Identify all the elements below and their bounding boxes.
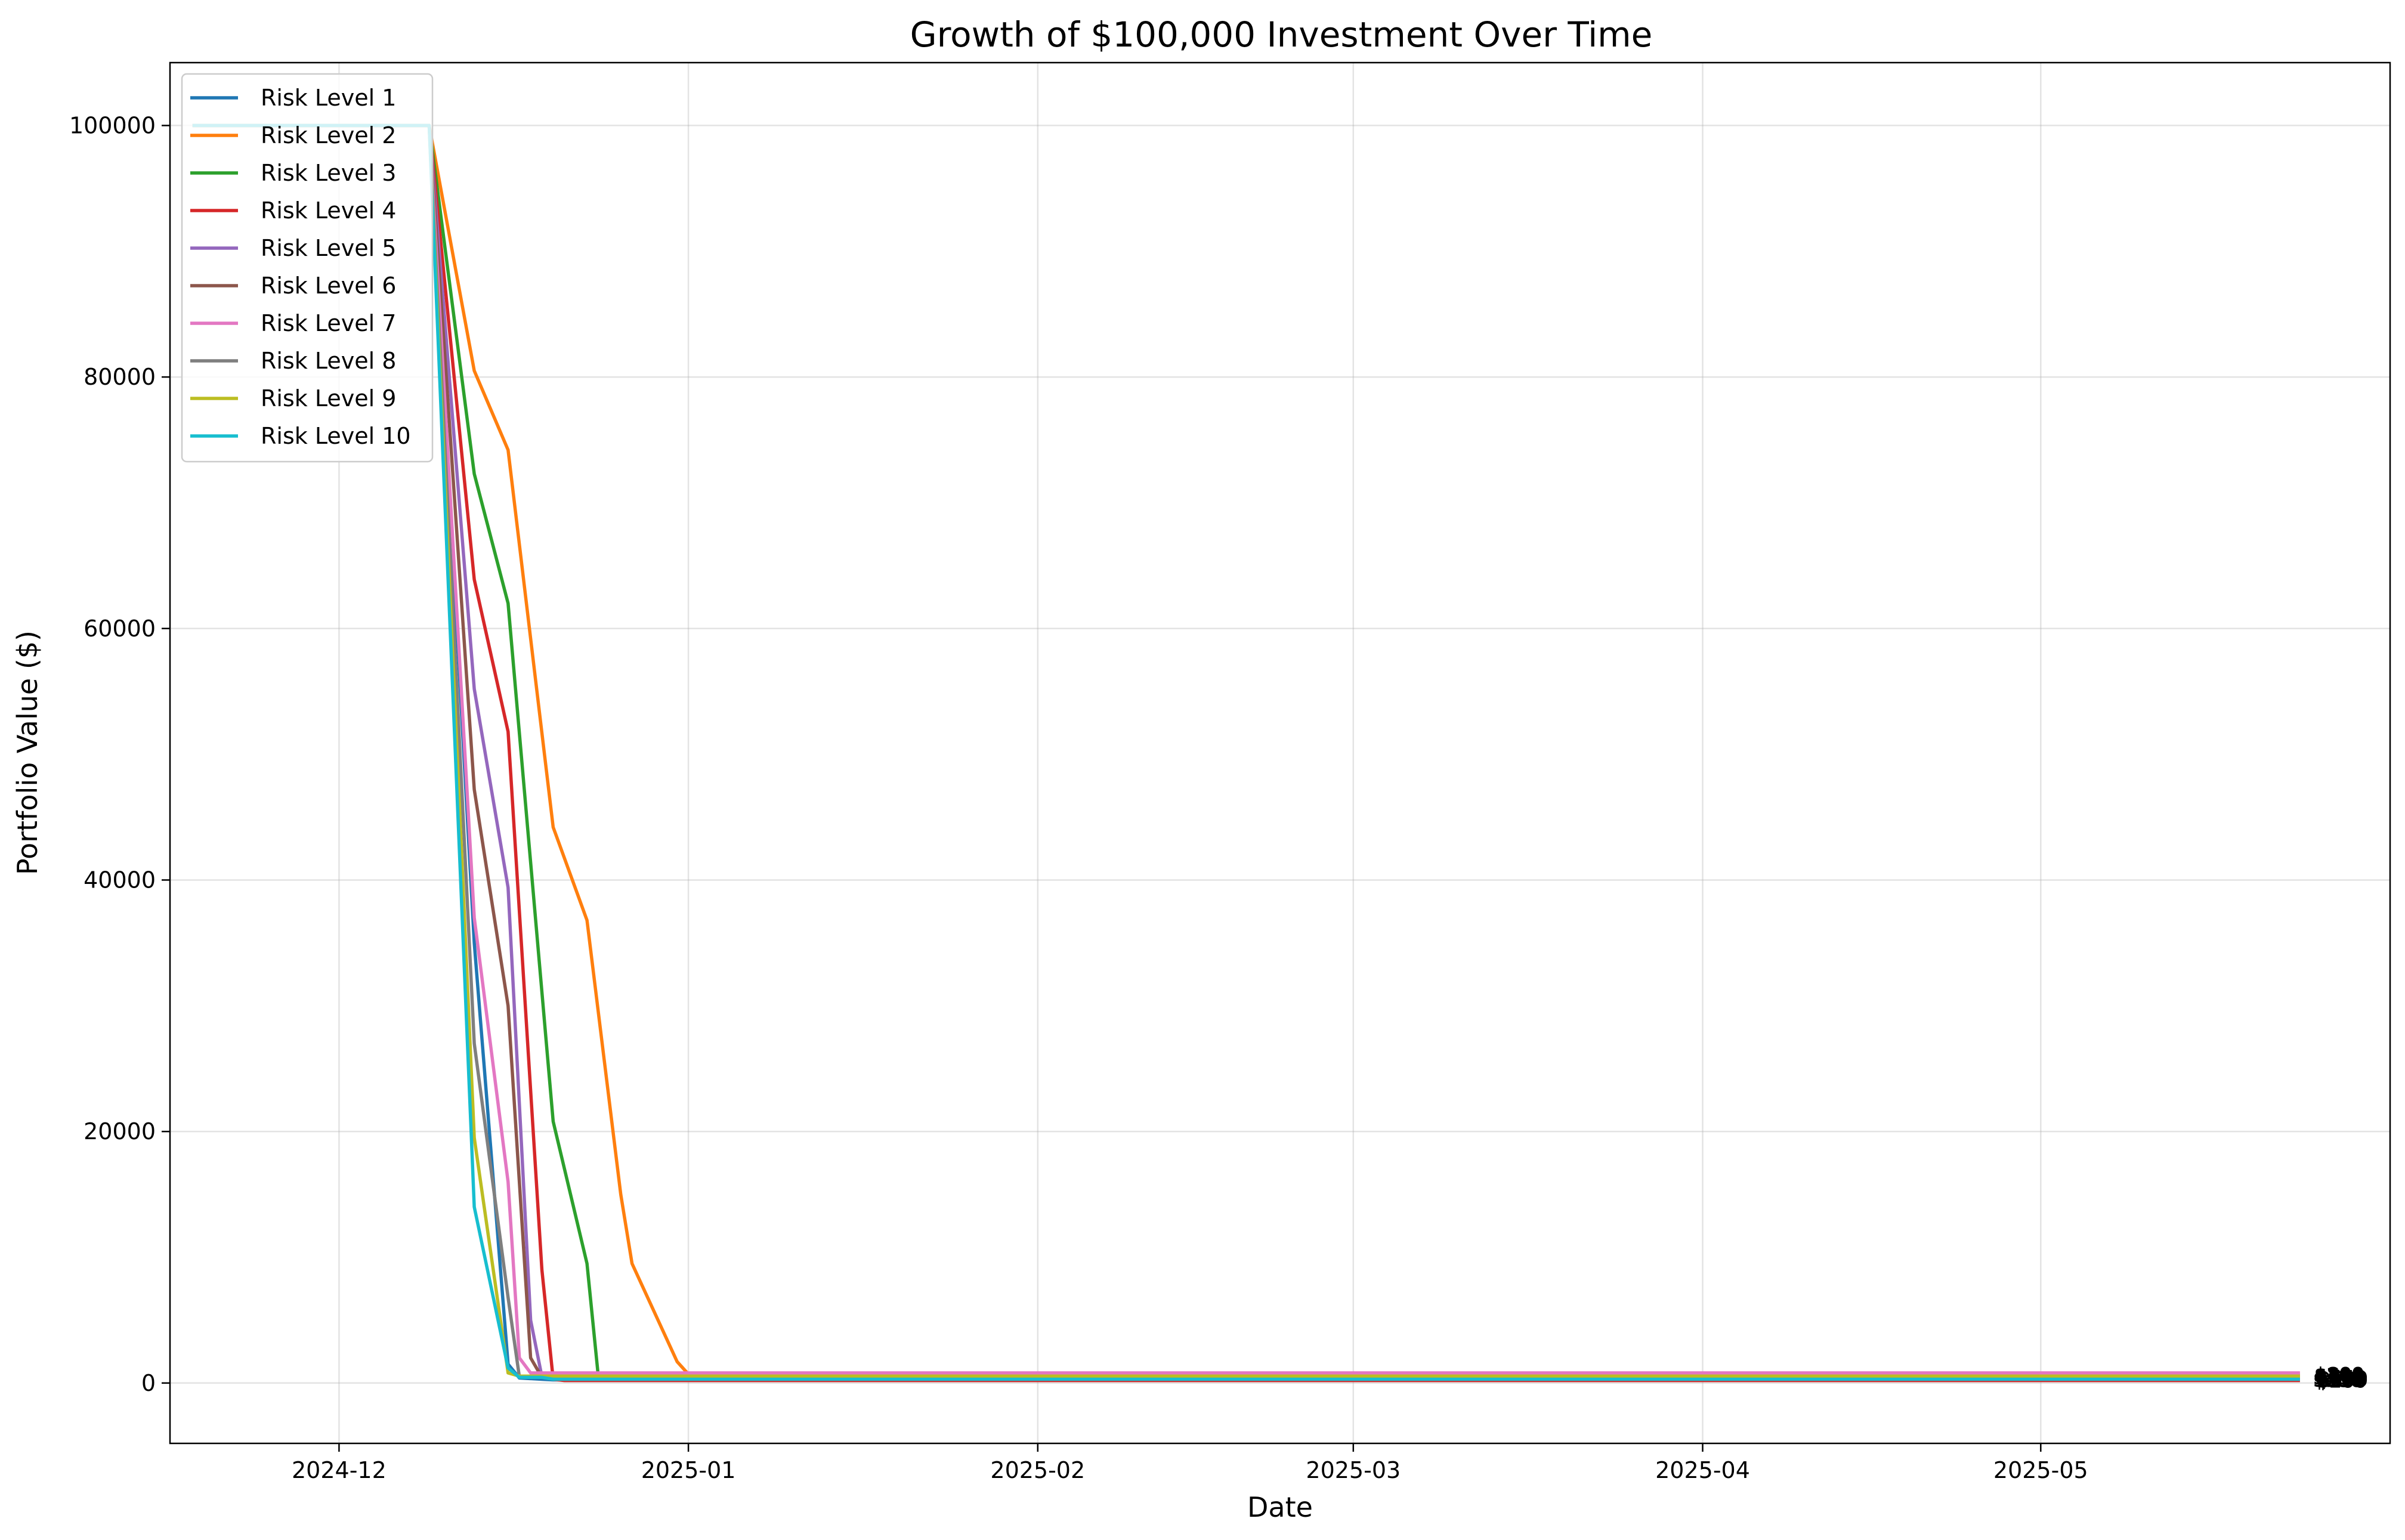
plot-frame <box>169 61 2391 1445</box>
x-tick-label-0: 2024-12 <box>292 1457 387 1483</box>
legend-label-risk-level-6: Risk Level 6 <box>261 273 396 299</box>
legend-label-risk-level-4: Risk Level 4 <box>261 197 396 224</box>
end-value-label-5: $500 <box>2318 1368 2368 1389</box>
end-value-labels: $250$700$600$200$500$450$800$500$550$300 <box>2313 1364 2368 1393</box>
end-value-label-4: $200 <box>2317 1372 2367 1393</box>
x-axis-label: Date <box>1247 1491 1313 1523</box>
legend-label-risk-level-10: Risk Level 10 <box>261 423 411 449</box>
legend-label-risk-level-2: Risk Level 2 <box>261 122 396 149</box>
legend-label-risk-level-1: Risk Level 1 <box>261 85 396 111</box>
end-value-label-7: $800 <box>2314 1364 2364 1385</box>
grid <box>170 63 2390 1443</box>
legend-box <box>181 73 434 463</box>
x-tick-label-1: 2025-01 <box>641 1457 736 1483</box>
x-tick-label-2: 2025-02 <box>990 1457 1085 1483</box>
end-value-label-8: $500 <box>2316 1368 2366 1389</box>
y-tick-label-1: 20000 <box>84 1118 156 1145</box>
legend-label-risk-level-8: Risk Level 8 <box>261 348 396 374</box>
end-value-label-2: $700 <box>2314 1365 2364 1386</box>
x-axis-ticks: 2024-12 2025-01 2025-02 2025-03 2025-04 2025-… <box>292 1443 2088 1483</box>
y-tick-label-5: 100000 <box>69 112 156 138</box>
x-tick-label-3: 2025-03 <box>1306 1457 1401 1483</box>
y-tick-label-4: 80000 <box>84 364 156 390</box>
legend: Risk Level 1 Risk Level 2 Risk Level 3 Risk… <box>181 73 434 463</box>
x-tick-label-5: 2025-05 <box>1993 1457 2088 1483</box>
chart-title: Growth of $100,000 Investment Over Time <box>910 14 1653 55</box>
legend-label-risk-level-9: Risk Level 9 <box>261 385 396 412</box>
legend-label-risk-level-7: Risk Level 7 <box>261 310 396 336</box>
x-tick-label-4: 2025-04 <box>1655 1457 1750 1483</box>
end-value-label-10: $300 <box>2318 1370 2368 1391</box>
end-value-label-1: $250 <box>2313 1371 2363 1392</box>
y-tick-label-0: 0 <box>141 1370 156 1396</box>
y-tick-label-3: 60000 <box>84 616 156 642</box>
end-value-label-3: $600 <box>2316 1366 2366 1387</box>
y-axis-ticks: 0 20000 40000 60000 80000 100000 <box>69 112 170 1396</box>
y-tick-label-2: 40000 <box>84 867 156 893</box>
legend-label-risk-level-5: Risk Level 5 <box>261 235 396 261</box>
series-line-risk-level-3 <box>192 123 2300 1377</box>
end-value-label-6: $450 <box>2313 1368 2363 1389</box>
end-value-label-9: $550 <box>2317 1367 2367 1388</box>
legend-label-risk-level-3: Risk Level 3 <box>261 160 396 186</box>
series-line-risk-level-10 <box>192 123 2300 1381</box>
y-axis-label: Portfolio Value ($) <box>11 630 44 875</box>
series-line-risk-level-2 <box>192 123 2300 1376</box>
